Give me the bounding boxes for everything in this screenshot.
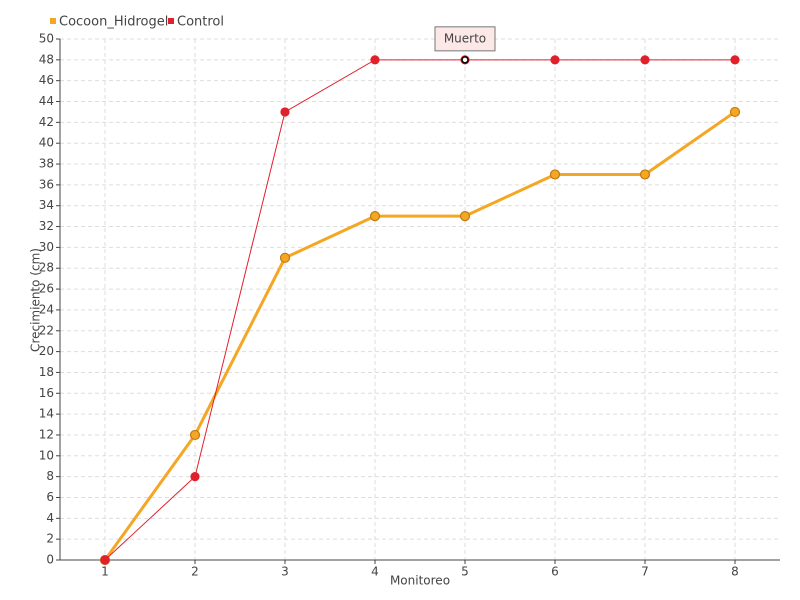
data-point (459, 211, 471, 222)
legend-swatch (168, 18, 174, 24)
y-tick-label: 14 (39, 407, 54, 421)
data-point (730, 55, 740, 65)
data-point (550, 55, 560, 65)
data-point (729, 106, 741, 118)
y-tick-label: 50 (39, 32, 54, 46)
y-tick-label: 32 (39, 219, 54, 233)
y-tick-label: 28 (39, 261, 54, 275)
y-tick-label: 36 (39, 177, 54, 191)
series-line (103, 110, 736, 561)
legend-label: Cocoon_Hidrogel (59, 15, 168, 30)
x-axis-label: Monitoreo (390, 574, 450, 588)
y-tick-label: 6 (46, 490, 54, 504)
x-tick-label: 4 (371, 565, 379, 579)
data-point (640, 55, 650, 65)
data-point (639, 169, 651, 180)
series-line (104, 59, 735, 561)
data-point (189, 429, 201, 441)
x-tick-label: 6 (551, 565, 559, 579)
y-tick-label: 8 (46, 469, 54, 483)
legend-label: Control (177, 15, 224, 30)
data-point (369, 211, 381, 222)
data-point (100, 555, 110, 565)
y-tick-label: 10 (39, 448, 54, 462)
y-tick-label: 2 (46, 532, 54, 546)
y-tick-label: 22 (39, 323, 54, 337)
x-tick-label: 1 (101, 565, 109, 579)
annotation-text: Muerto (444, 31, 486, 45)
data-point (279, 252, 291, 263)
y-tick-label: 4 (46, 511, 54, 525)
y-tick-label: 24 (39, 302, 54, 316)
y-tick-label: 48 (39, 52, 54, 66)
x-tick-label: 8 (731, 565, 739, 579)
data-point (370, 55, 380, 65)
y-tick-label: 20 (39, 344, 54, 358)
x-tick-label: 7 (641, 565, 649, 579)
y-tick-label: 18 (39, 365, 54, 379)
y-tick-label: 46 (39, 73, 54, 87)
legend-swatch (50, 18, 56, 24)
data-point (190, 472, 200, 482)
y-tick-label: 0 (46, 553, 54, 567)
annotation-marker (461, 56, 469, 64)
y-tick-label: 40 (39, 136, 54, 150)
data-point (280, 107, 290, 117)
annotation-box (434, 26, 496, 52)
y-tick-label: 44 (39, 94, 54, 108)
data-point (549, 169, 561, 180)
x-tick-label: 2 (191, 565, 199, 579)
y-tick-label: 42 (39, 115, 54, 129)
y-tick-label: 26 (39, 282, 54, 296)
x-tick-label: 5 (461, 565, 469, 579)
y-axis-label: Crecimiento (cm) (29, 248, 43, 352)
y-tick-label: 12 (39, 427, 54, 441)
x-tick-label: 3 (281, 565, 289, 579)
y-tick-label: 34 (39, 198, 54, 212)
y-tick-label: 30 (39, 240, 54, 254)
y-tick-label: 38 (39, 157, 54, 171)
y-tick-label: 16 (39, 386, 54, 400)
